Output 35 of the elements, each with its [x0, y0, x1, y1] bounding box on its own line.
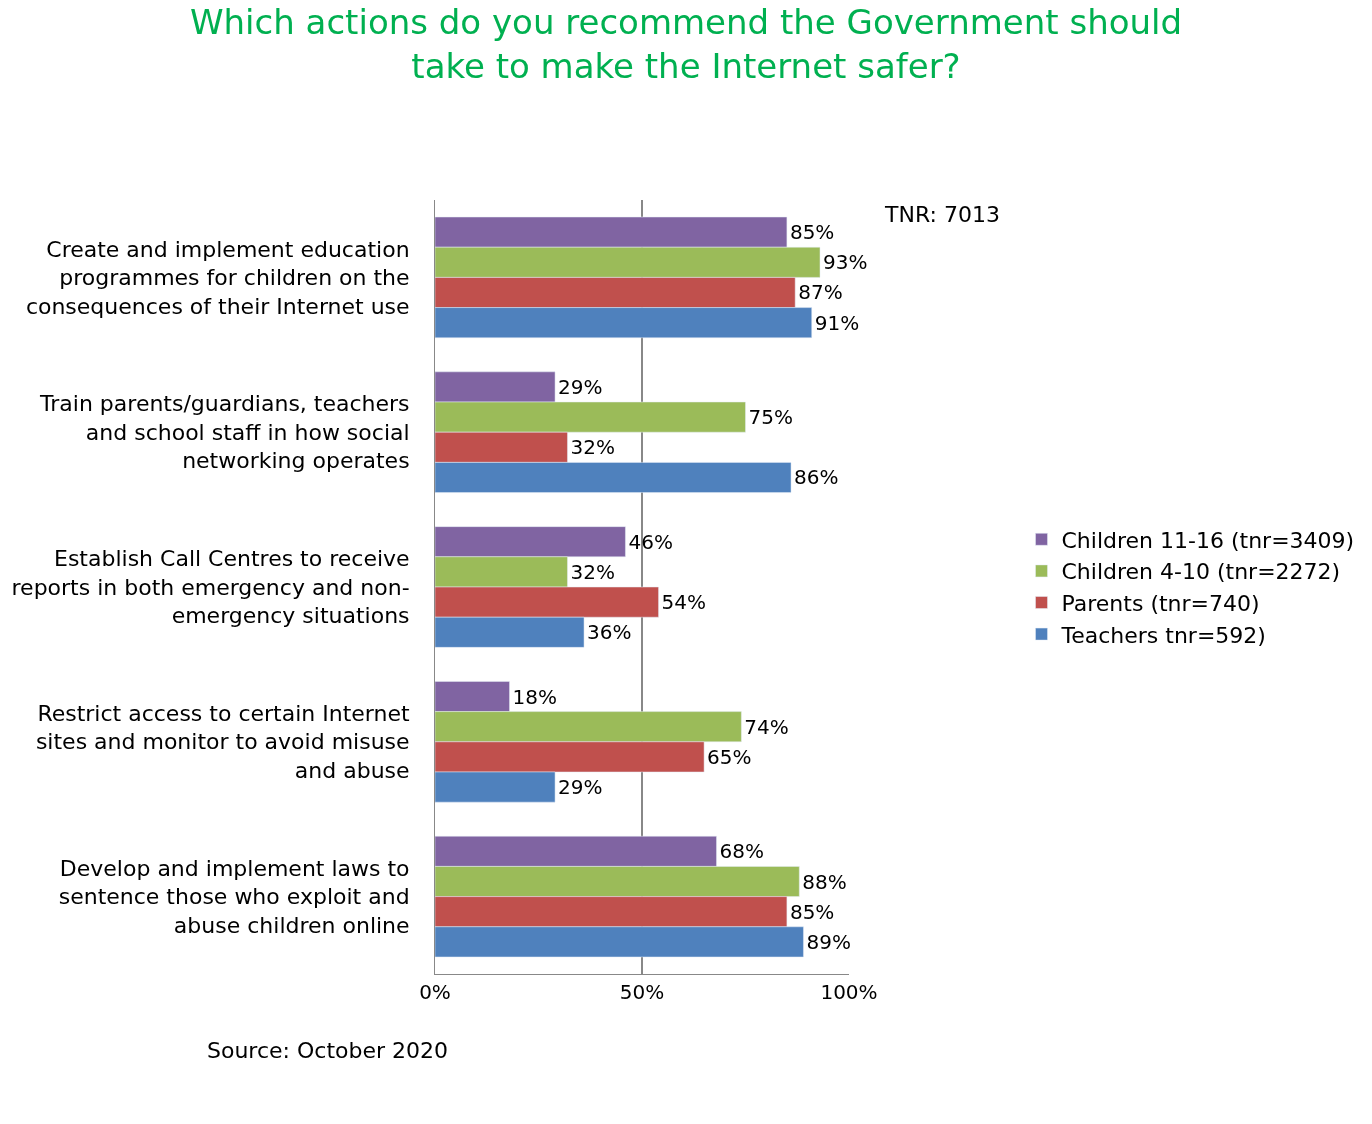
x-tick-label: 0% — [419, 980, 451, 1004]
data-label: 29% — [558, 775, 603, 800]
data-label: 36% — [587, 620, 632, 645]
y-tick-label: Restrict access to certain Internet sites and monitor to avoid misuse and abuse — [35, 700, 410, 784]
data-label: 88% — [802, 869, 847, 894]
y-tick-label: Create and implement education programmes for children on the consequences of their Internet use — [25, 236, 410, 319]
chart-title: Which actions do you recommend the Government should take to make the Internet safer? — [189, 1, 1183, 86]
legend-label: Children 4-10 (tnr=2272) — [1061, 559, 1341, 585]
y-tick-label: Train parents/guardians, teachers and school staff in how social networking operates — [39, 391, 410, 474]
y-tick-label: Develop and implement laws to sentence those who exploit and abuse children online — [58, 855, 410, 938]
data-label: 85% — [789, 220, 835, 245]
legend-label: Teachers tnr=592) — [1060, 622, 1266, 648]
data-label: 91% — [814, 310, 860, 335]
data-label: 32% — [570, 559, 615, 584]
data-label: 74% — [744, 714, 789, 739]
x-tick-label: 100% — [820, 980, 878, 1004]
data-label: 32% — [570, 435, 615, 460]
data-label: 54% — [661, 590, 707, 615]
source-note: Source: October 2020 — [207, 1038, 448, 1063]
data-label: 85% — [789, 899, 835, 924]
x-tick-label: 50% — [619, 980, 665, 1004]
data-label: 75% — [748, 405, 793, 430]
data-label: 18% — [512, 684, 557, 709]
data-label: 89% — [806, 929, 851, 954]
data-label: 86% — [794, 465, 839, 490]
data-label: 87% — [798, 280, 843, 305]
data-label: 65% — [707, 744, 752, 769]
legend-label: Children 11-16 (tnr=3409) — [1061, 527, 1355, 553]
data-label: 46% — [628, 529, 673, 554]
legend-label: Parents (tnr=740) — [1061, 591, 1260, 617]
text: TNR: 7013 — [884, 202, 1000, 227]
data-label: 29% — [558, 374, 603, 399]
data-label: 93% — [823, 250, 868, 275]
data-label: 68% — [719, 839, 764, 864]
y-tick-label: Establish Call Centres to receive reports in both emergency and non- emergency situations — [11, 546, 410, 629]
